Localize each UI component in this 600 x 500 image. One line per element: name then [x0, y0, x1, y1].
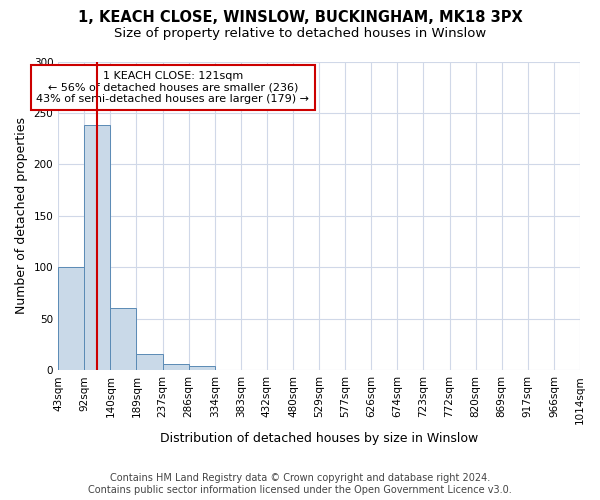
Bar	[58, 268, 84, 370]
Text: 1 KEACH CLOSE: 121sqm
← 56% of detached houses are smaller (236)
43% of semi-det: 1 KEACH CLOSE: 121sqm ← 56% of detached …	[37, 71, 310, 104]
Y-axis label: Number of detached properties: Number of detached properties	[15, 118, 28, 314]
Bar	[188, 366, 215, 370]
Text: Size of property relative to detached houses in Winslow: Size of property relative to detached ho…	[114, 28, 486, 40]
Text: Contains HM Land Registry data © Crown copyright and database right 2024.
Contai: Contains HM Land Registry data © Crown c…	[88, 474, 512, 495]
Text: 1, KEACH CLOSE, WINSLOW, BUCKINGHAM, MK18 3PX: 1, KEACH CLOSE, WINSLOW, BUCKINGHAM, MK1…	[77, 10, 523, 25]
Bar	[84, 126, 110, 370]
Bar	[163, 364, 188, 370]
Bar	[136, 354, 163, 370]
Bar	[110, 308, 136, 370]
X-axis label: Distribution of detached houses by size in Winslow: Distribution of detached houses by size …	[160, 432, 478, 445]
